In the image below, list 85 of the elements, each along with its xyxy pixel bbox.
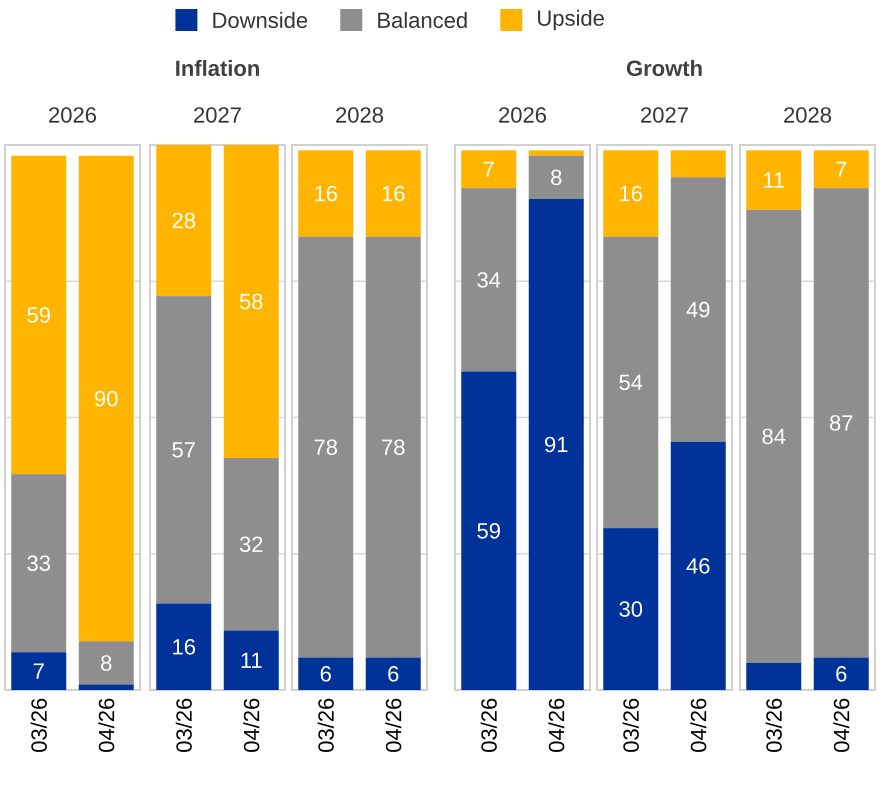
bar — [814, 188, 869, 658]
bar — [746, 150, 802, 210]
x-tick-label: 03/26 — [766, 698, 782, 752]
data-label: 7 — [836, 162, 846, 177]
data-label: 59 — [27, 307, 50, 323]
data-label: 87 — [830, 415, 852, 431]
bar — [224, 630, 279, 690]
data-label: 6 — [836, 666, 846, 682]
bar — [814, 150, 869, 188]
bar — [603, 528, 658, 690]
bar — [670, 150, 726, 178]
legend-label: Downside — [213, 12, 308, 28]
data-label: 16 — [173, 639, 196, 655]
bar — [11, 156, 66, 474]
bar — [670, 442, 726, 690]
data-label: 78 — [382, 439, 405, 455]
data-label: 90 — [95, 390, 118, 406]
bar — [156, 604, 212, 690]
data-label: 33 — [27, 555, 50, 571]
data-label: 54 — [619, 374, 642, 390]
bar — [746, 663, 802, 690]
data-label: 91 — [545, 436, 568, 452]
bar — [78, 641, 134, 685]
chart-subtitle: 2028 — [336, 107, 383, 123]
chart-title: Growth — [626, 60, 702, 76]
bar — [461, 150, 516, 188]
x-tick-label: 03/26 — [480, 698, 497, 752]
x-tick-label: 03/26 — [318, 698, 334, 752]
bar — [461, 188, 516, 372]
chart-title: Inflation — [176, 60, 259, 76]
data-label: 32 — [240, 536, 262, 552]
data-label: 16 — [315, 186, 338, 202]
x-tick-label: 04/26 — [243, 698, 260, 752]
bar — [670, 177, 726, 442]
data-label: 16 — [620, 186, 642, 202]
data-label: 28 — [172, 212, 196, 228]
chart-subtitle: 2026 — [49, 107, 96, 123]
data-label: 7 — [484, 162, 494, 177]
data-label: 11 — [764, 172, 784, 188]
bar — [156, 144, 212, 296]
chart-subtitle: 2027 — [641, 107, 688, 123]
data-label: 58 — [240, 294, 263, 310]
bar — [814, 658, 869, 690]
bar — [528, 150, 584, 156]
bar — [224, 144, 279, 458]
x-tick-label: 04/26 — [833, 698, 850, 752]
bar — [224, 458, 279, 631]
data-label: 84 — [762, 428, 786, 444]
bar — [78, 156, 134, 642]
legend-label: Upside — [538, 10, 604, 30]
bar — [528, 156, 584, 199]
bar — [11, 652, 66, 690]
data-label: 6 — [388, 666, 398, 682]
data-label: 16 — [382, 186, 405, 202]
data-label: 30 — [619, 601, 642, 617]
x-tick-label: 03/26 — [30, 698, 47, 752]
bar — [78, 684, 134, 690]
bar — [746, 210, 802, 664]
bar — [603, 236, 658, 528]
x-tick-label: 03/26 — [176, 698, 192, 752]
data-label: 11 — [241, 652, 262, 668]
x-tick-label: 04/26 — [690, 698, 706, 752]
data-label: 57 — [172, 442, 195, 458]
chart-subtitle: 2028 — [784, 107, 831, 123]
bar — [11, 474, 66, 652]
x-tick-label: 04/26 — [548, 698, 564, 752]
data-label: 8 — [101, 655, 112, 671]
data-label: 49 — [686, 302, 710, 318]
x-tick-label: 03/26 — [622, 698, 639, 752]
x-tick-label: 04/26 — [385, 698, 402, 752]
data-label: 6 — [320, 666, 331, 682]
data-label: 7 — [34, 664, 44, 679]
chart-subtitle: 2026 — [499, 107, 546, 123]
bar — [461, 372, 516, 690]
bar — [528, 198, 584, 690]
data-label: 46 — [686, 558, 710, 574]
data-label: 78 — [314, 439, 338, 455]
chart-subtitle: 2027 — [194, 107, 241, 123]
data-label: 8 — [551, 170, 562, 186]
legend-label: Balanced — [378, 12, 467, 28]
bar — [156, 296, 212, 604]
data-label: 59 — [477, 523, 500, 539]
x-tick-label: 04/26 — [98, 698, 114, 752]
data-label: 34 — [477, 272, 500, 288]
bar — [603, 150, 658, 237]
